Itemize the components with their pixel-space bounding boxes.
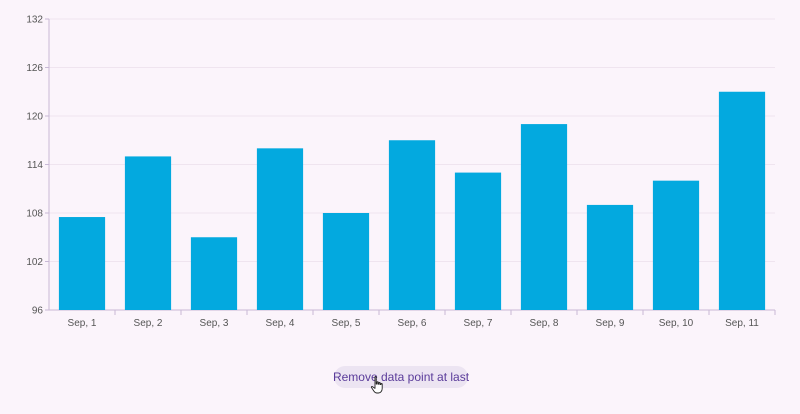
hand-pointer-icon	[370, 376, 383, 394]
y-tick-label: 126	[26, 63, 43, 74]
bar	[718, 91, 766, 310]
bar	[190, 237, 238, 310]
x-tick-label: Sep, 6	[398, 318, 427, 329]
x-tick-label: Sep, 1	[68, 318, 97, 329]
y-tick-label: 96	[32, 306, 44, 317]
x-tick-label: Sep, 7	[464, 318, 493, 329]
bar	[520, 124, 568, 310]
x-tick-label: Sep, 5	[332, 318, 361, 329]
bar	[388, 140, 436, 310]
bar	[124, 156, 172, 310]
bar	[586, 204, 634, 310]
y-tick-label: 132	[26, 15, 43, 26]
x-tick-label: Sep, 2	[134, 318, 163, 329]
x-tick-label: Sep, 3	[200, 318, 229, 329]
bar	[58, 217, 106, 310]
y-tick-label: 114	[27, 160, 43, 171]
bar	[454, 172, 502, 310]
x-tick-label: Sep, 4	[266, 318, 295, 329]
y-tick-label: 102	[26, 257, 43, 268]
y-tick-label: 108	[26, 209, 43, 220]
x-tick-label: Sep, 8	[530, 318, 559, 329]
remove-data-point-button[interactable]: Remove data point at last	[333, 366, 469, 388]
bar	[256, 148, 304, 310]
x-tick-label: Sep, 11	[725, 318, 759, 329]
x-tick-label: Sep, 10	[659, 318, 694, 329]
x-tick-label: Sep, 9	[596, 318, 625, 329]
bar-chart: 96 102 108 114 120 126 132 Sep, 1 Sep, 2 Sep, 3 Se…	[26, 15, 776, 329]
bar	[652, 180, 700, 310]
y-tick-label: 120	[26, 112, 43, 123]
bar	[322, 213, 370, 310]
